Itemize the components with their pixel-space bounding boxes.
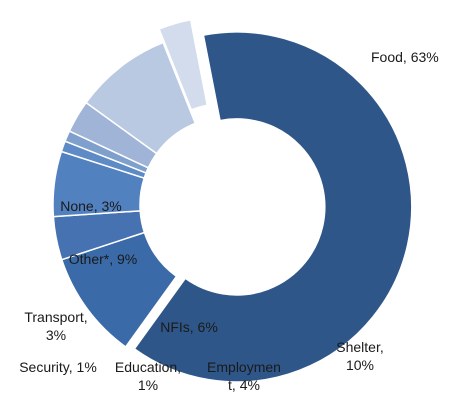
label-food: Food, 63% [371,49,439,65]
label-transport: Transport, 3% [24,309,87,343]
slice-food [133,31,413,383]
label-employment: Employmen t, 4% [207,359,281,393]
slice-other [85,41,197,155]
label-nfis: NFIs, 6% [160,319,218,335]
slice-group [52,18,413,383]
label-education: Education, 1% [115,359,181,393]
label-none: None, 3% [60,198,121,214]
label-other: Other*, 9% [69,251,137,267]
slice-none [158,18,209,111]
label-security: Security, 1% [19,359,97,375]
label-shelter: Shelter, 10% [336,339,383,373]
label-group: Food, 63% Shelter, 10% Employmen t, 4% NFIs, … [19,49,438,393]
